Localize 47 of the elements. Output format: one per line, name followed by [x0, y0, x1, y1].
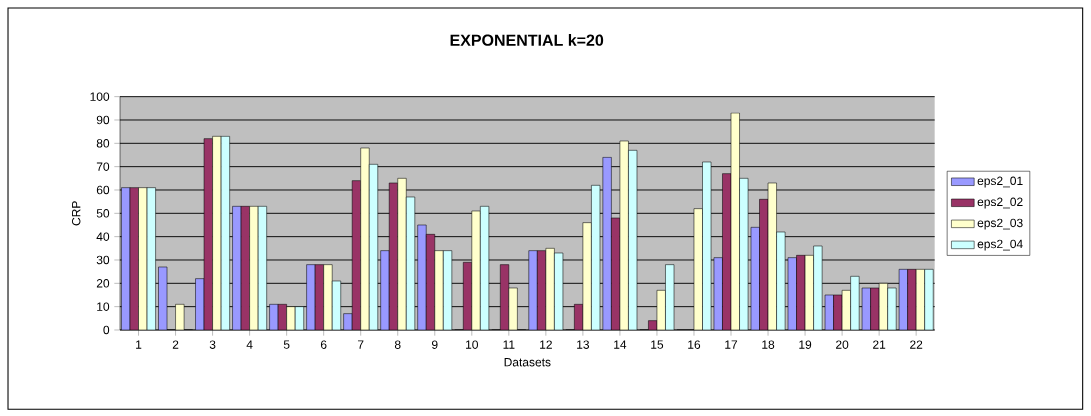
- y-tick-label: 0: [103, 325, 110, 335]
- x-tick-label: 2: [172, 340, 179, 349]
- y-tick-label: 60: [96, 185, 110, 195]
- chart-title: EXPONENTIAL k=20: [450, 34, 604, 46]
- legend-label: eps2_04: [977, 239, 1023, 251]
- x-tick-label: 3: [209, 340, 216, 349]
- x-tick-label: 6: [320, 340, 327, 349]
- x-tick-label: 17: [725, 340, 738, 349]
- x-tick-label: 12: [540, 340, 552, 349]
- y-tick-label: 20: [96, 279, 110, 288]
- bar: [249, 206, 259, 330]
- bar: [471, 210, 481, 330]
- x-tick-label: 18: [762, 340, 775, 349]
- legend-label: eps2_03: [977, 218, 1023, 230]
- legend-label: eps2_02: [977, 197, 1023, 209]
- x-tick-label: 20: [836, 340, 849, 349]
- y-tick-label: 80: [96, 139, 110, 148]
- x-tick-label: 7: [357, 340, 364, 349]
- y-tick-label: 70: [96, 162, 110, 171]
- y-axis-title: CRP: [71, 201, 81, 226]
- x-tick-label: 9: [431, 340, 438, 349]
- x-tick-label: 16: [688, 340, 701, 349]
- y-tick-label: 100: [90, 92, 110, 101]
- x-tick-label: 11: [503, 340, 515, 349]
- x-tick-label: 19: [799, 340, 812, 349]
- y-tick-label: 40: [96, 232, 110, 241]
- y-tick-label: 90: [96, 115, 110, 125]
- x-tick-label: 8: [394, 340, 401, 349]
- x-tick-label: 14: [614, 340, 627, 349]
- x-tick-label: 15: [651, 340, 664, 349]
- x-axis-title: Datasets: [504, 358, 551, 367]
- x-tick-label: 22: [910, 340, 923, 349]
- x-tick-label: 5: [283, 340, 290, 349]
- bar: [323, 264, 333, 330]
- bar: [360, 147, 370, 330]
- x-tick-label: 10: [466, 340, 479, 349]
- legend-label: eps2_01: [977, 176, 1023, 188]
- x-tick-label: 13: [577, 340, 590, 349]
- x-tick-label: 1: [136, 340, 142, 349]
- x-tick-label: 4: [246, 340, 253, 349]
- bar: [397, 178, 407, 330]
- bar: [434, 250, 444, 330]
- y-tick-label: 10: [97, 302, 110, 311]
- bar: [907, 269, 917, 330]
- y-tick-label: 30: [96, 255, 110, 265]
- y-tick-label: 50: [96, 209, 110, 218]
- x-tick-label: 21: [873, 340, 886, 349]
